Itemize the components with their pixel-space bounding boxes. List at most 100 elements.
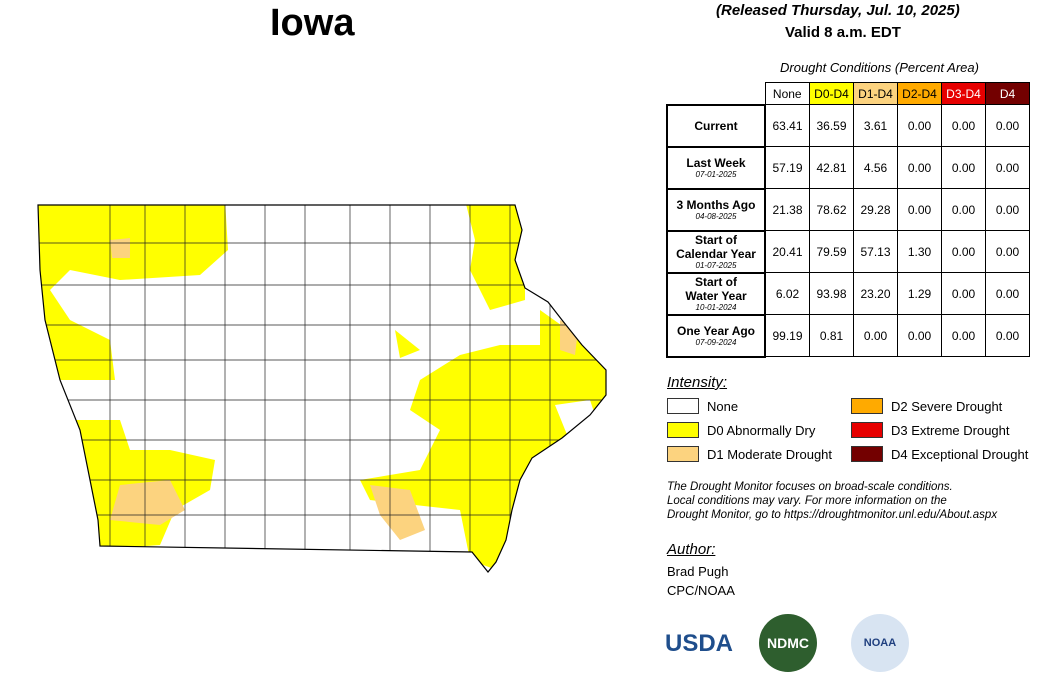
cell-value: 0.81: [809, 314, 854, 357]
legend-label: D4 Exceptional Drought: [891, 446, 1029, 462]
note-line: The Drought Monitor focuses on broad-sca…: [667, 481, 953, 493]
d0-area: [38, 205, 228, 380]
note-line: Local conditions may vary. For more info…: [667, 495, 947, 507]
county-grid: [38, 205, 606, 572]
legend-label: None: [707, 398, 739, 414]
valid-time: Valid 8 a.m. EDT: [785, 24, 901, 41]
cell-value: 78.62: [809, 188, 854, 231]
author-title: Author:: [667, 541, 716, 558]
cell-value: 6.02: [764, 272, 810, 315]
legend-item: D2 Severe Drought: [851, 398, 1002, 414]
author: Brad Pugh CPC/NOAA: [667, 562, 735, 600]
row-label: Start of Calendar Year 01-07-2025: [666, 229, 766, 274]
legend-swatch: [667, 422, 699, 438]
cell-value: 0.00: [941, 104, 986, 147]
row-date: 01-07-2025: [695, 261, 737, 270]
cell-value: 93.98: [809, 272, 854, 315]
cell-value: 0.00: [985, 314, 1030, 357]
table-row: 3 Months Ago 04-08-2025 21.38 78.62 29.28 0.0…: [666, 187, 1030, 232]
row-label-line: Water Year: [685, 289, 747, 303]
release-date: (Released Thursday, Jul. 10, 2025): [716, 2, 960, 19]
cell-value: 1.30: [897, 230, 942, 273]
legend-label: D1 Moderate Drought: [707, 446, 833, 462]
cell-value: 63.41: [764, 104, 810, 147]
legend-item: None: [667, 398, 738, 414]
map-fill: [38, 205, 606, 572]
logo: NOAA: [851, 614, 909, 672]
legend-item: D0 Abnormally Dry: [667, 422, 815, 438]
column-header: D3-D4: [941, 82, 986, 105]
map: [37, 204, 607, 573]
cell-value: 36.59: [809, 104, 854, 147]
cell-value: 23.20: [853, 272, 898, 315]
table-row: Start of Water Year 10-01-2024 6.02 93.98 23.…: [666, 271, 1030, 316]
table-row: Last Week 07-01-2025 57.19 42.81 4.56 0.00 0.0…: [666, 145, 1030, 190]
row-label: Current: [666, 103, 766, 148]
legend-label: D3 Extreme Drought: [891, 422, 1010, 438]
row-label-line: Calendar Year: [676, 247, 756, 261]
cell-value: 29.28: [853, 188, 898, 231]
row-label: Start of Water Year 10-01-2024: [666, 271, 766, 316]
title: Iowa: [270, 2, 355, 44]
cell-value: 0.00: [985, 230, 1030, 273]
row-label-line: Start of: [695, 233, 737, 247]
legend-item: D3 Extreme Drought: [851, 422, 1010, 438]
cell-value: 0.00: [985, 146, 1030, 189]
legend-swatch: [667, 398, 699, 414]
cell-value: 0.00: [897, 314, 942, 357]
cell-value: 0.00: [941, 146, 986, 189]
cell-value: 0.00: [897, 104, 942, 147]
cell-value: 0.00: [941, 272, 986, 315]
row-date: 04-08-2025: [695, 212, 737, 221]
cell-value: 0.00: [941, 188, 986, 231]
cell-value: 4.56: [853, 146, 898, 189]
row-date: 07-01-2025: [695, 170, 737, 179]
d1-area: [110, 480, 185, 525]
corner: [667, 83, 765, 105]
note-line: Drought Monitor, go to https://droughtmo…: [667, 509, 998, 521]
cell-value: 1.29: [897, 272, 942, 315]
legend-swatch: [851, 446, 883, 462]
row-label-line: Start of: [695, 275, 737, 289]
logo: USDA: [665, 618, 733, 670]
logo: NDMC: [759, 614, 817, 672]
table-caption: Drought Conditions (Percent Area): [780, 60, 979, 75]
legend-swatch: [851, 398, 883, 414]
legend-swatch: [851, 422, 883, 438]
legend-title: Intensity:: [667, 374, 728, 391]
d1-area: [370, 485, 425, 540]
cell-value: 99.19: [764, 314, 810, 357]
cell-value: 0.00: [985, 104, 1030, 147]
legend-item: D4 Exceptional Drought: [851, 446, 1028, 462]
column-header: D4: [985, 82, 1030, 105]
row-label: Last Week 07-01-2025: [666, 145, 766, 190]
table-row: One Year Ago 07-09-2024 99.19 0.81 0.00 0.00 0…: [666, 313, 1030, 358]
row-label-line: One Year Ago: [676, 324, 756, 338]
row-label-line: Current: [694, 118, 738, 133]
state-outline: [37, 204, 607, 573]
cell-value: 57.19: [764, 146, 810, 189]
row-label-line: 3 Months Ago: [676, 198, 756, 212]
drought-table: None D0-D4 D1-D4 D2-D4 D3-D4 D4 Current 63.41 36…: [666, 82, 1030, 358]
row-date: 07-09-2024: [695, 338, 737, 347]
legend-swatch: [667, 446, 699, 462]
column-header: D1-D4: [853, 82, 898, 105]
legend-label: D0 Abnormally Dry: [707, 422, 816, 438]
cell-value: 21.38: [764, 188, 810, 231]
note: The Drought Monitor focuses on broad-sca…: [667, 480, 997, 522]
d1-area: [110, 238, 130, 258]
cell-value: 0.00: [853, 314, 898, 357]
cell-value: 0.00: [897, 146, 942, 189]
column-header: None: [764, 82, 810, 105]
row-label-line: Last Week: [686, 156, 746, 170]
cell-value: 3.61: [853, 104, 898, 147]
column-header: D0-D4: [809, 82, 854, 105]
table-row: Start of Calendar Year 01-07-2025 20.41 79.5…: [666, 229, 1030, 274]
cell-value: 0.00: [985, 272, 1030, 315]
author-line: Brad Pugh: [667, 564, 729, 579]
row-date: 10-01-2024: [695, 303, 737, 312]
column-header: D2-D4: [897, 82, 942, 105]
table-row: Current 63.41 36.59 3.61 0.00 0.00 0.00: [666, 103, 1030, 148]
cell-value: 0.00: [985, 188, 1030, 231]
